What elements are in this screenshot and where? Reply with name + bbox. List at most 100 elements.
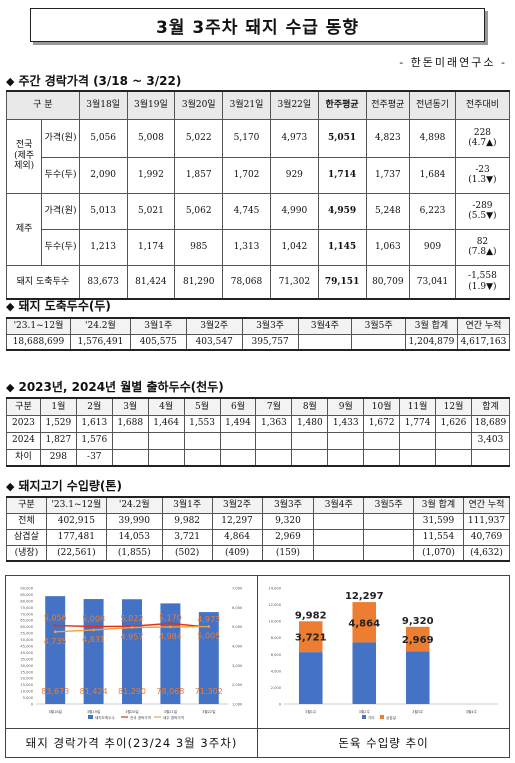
- x-tick-label: 3월22일: [202, 709, 215, 714]
- section-price-heading: ◆ 주간 경락가격 (3/18 ~ 3/22): [6, 72, 181, 89]
- row-group-label: 전국 (제주 제외): [5, 118, 43, 194]
- table-header: 7월: [255, 397, 293, 416]
- table-header: 6월: [219, 397, 257, 416]
- table-cell: [183, 448, 221, 467]
- jeju-price-label: 4,984: [159, 632, 182, 641]
- table-cell: 12,297: [211, 512, 263, 530]
- national-price-label: 4,973: [197, 615, 220, 624]
- table-cell: [363, 431, 401, 450]
- bar-value-label: 81,424: [80, 687, 108, 696]
- table-cell: 4,745: [222, 192, 271, 230]
- y-tick-label: 10,000: [268, 620, 281, 624]
- y-tick-label: 75,000: [20, 606, 33, 610]
- table-cell: [470, 448, 511, 467]
- monthly-table: 구분 1월 2월 3월 4월 5월 6월 7월 8월 9월 10월 11월 12…: [6, 397, 511, 467]
- table-cell: 81,424: [126, 264, 176, 300]
- bar-belly: [405, 626, 430, 652]
- table-cell: 5,248: [365, 192, 411, 230]
- table-cell: 4,864: [211, 528, 263, 546]
- table-row: 2023 1,529 1,613 1,688 1,464 1,553 1,494…: [6, 414, 511, 433]
- table-cell: [255, 431, 293, 450]
- change-percent: (4.7▲): [468, 138, 497, 148]
- table-header: 3월1주: [161, 496, 213, 514]
- table-cell: 83,673: [78, 264, 128, 300]
- table-cell: 5,021: [126, 192, 176, 230]
- national-price-label: 5,170: [159, 613, 182, 622]
- table-cell: 1,042: [269, 228, 319, 266]
- y-right-tick-label: 1,000: [232, 703, 243, 707]
- table-header: 5월: [183, 397, 221, 416]
- table-header: 3월4주: [313, 496, 365, 514]
- table-cell: 402,915: [45, 512, 107, 530]
- table-cell: 1,857: [174, 156, 224, 194]
- legend-label: 삼겹살: [386, 715, 397, 720]
- bar: [160, 603, 181, 704]
- table-cell: -23 (1.3▼): [454, 156, 511, 194]
- table-cell: 79,151: [317, 264, 367, 300]
- section-title: 2023년, 2024년 월별 출하두수(천두): [18, 380, 224, 394]
- table-cell: [219, 448, 257, 467]
- table-cell: 1,702: [222, 156, 271, 194]
- table-cell: 78,068: [222, 264, 271, 300]
- table-cell: -1,558 (1.9▼): [454, 264, 511, 300]
- table-header: 연간 누적: [456, 317, 511, 335]
- table-cell: 298: [39, 448, 77, 467]
- total-value-label: 9,320: [402, 616, 434, 627]
- row-sub-label: 두수(두): [41, 228, 80, 266]
- y-tick-label: 6,000: [271, 653, 282, 657]
- table-cell: [313, 528, 365, 546]
- table-cell: 1,553: [183, 414, 221, 433]
- table-header: 3월4주: [297, 317, 353, 335]
- table-header: 합계: [470, 397, 511, 416]
- jeju-price-line-point: [207, 625, 211, 628]
- bar-belly: [352, 602, 377, 643]
- table-cell: [313, 544, 365, 562]
- table-cell: 5,022: [174, 118, 224, 158]
- table-cell: 4,959: [317, 192, 367, 230]
- table-cell: 4,973: [269, 118, 319, 158]
- bar-other: [405, 651, 430, 704]
- y-tick-label: 5,000: [23, 696, 34, 700]
- legend-swatch: [362, 715, 366, 719]
- table-cell: [327, 431, 365, 450]
- jeju-price-label: 4,735: [44, 637, 67, 646]
- row-sub-label: 가격(원): [41, 118, 80, 158]
- legend-label: 기타: [368, 715, 375, 720]
- table-header: 3월21일: [222, 90, 271, 120]
- jeju-price-line-point: [92, 628, 95, 632]
- table-cell: (1,855): [105, 544, 163, 562]
- row-label: 돼지 도축두수: [6, 264, 80, 300]
- table-header: 4월: [147, 397, 185, 416]
- change-percent: (1.9▼): [468, 281, 497, 292]
- y-tick-label: 0: [279, 703, 282, 707]
- y-right-tick-label: 4,000: [232, 645, 243, 649]
- change-percent: (1.3▼): [468, 175, 497, 185]
- import-chart-caption: 돈육 수입량 추이: [258, 728, 509, 757]
- x-tick-label: 3월4주: [466, 709, 478, 714]
- table-header: 3월3주: [261, 496, 315, 514]
- table-header: 3월20일: [174, 90, 224, 120]
- x-tick-label: 3월3주: [412, 709, 424, 714]
- table-cell: 5,170: [222, 118, 271, 158]
- bar-belly: [298, 621, 323, 653]
- table-cell: [435, 448, 472, 467]
- table-cell: 80,709: [365, 264, 411, 300]
- table-cell: 1,313: [222, 228, 271, 266]
- table-cell: -289 (5.5▼): [454, 192, 511, 230]
- table-cell: [147, 448, 185, 467]
- bar-value-label: 83,673: [41, 687, 69, 696]
- table-cell: 5,056: [78, 118, 128, 158]
- table-cell: (502): [161, 544, 213, 562]
- table-cell: 4,990: [269, 192, 319, 230]
- change-value: 228: [473, 127, 492, 138]
- legend-label: 돼지도축두수: [95, 715, 116, 720]
- table-header: 3월3주: [241, 317, 299, 335]
- table-header: 구 분: [6, 90, 80, 120]
- y-tick-label: 35,000: [20, 657, 33, 661]
- table-cell: 1,827: [39, 431, 77, 450]
- table-cell: 1,576: [75, 431, 113, 450]
- table-cell: 18,688,699: [6, 333, 71, 351]
- table-cell: 1,174: [126, 228, 176, 266]
- table-cell: 909: [409, 228, 456, 266]
- table-cell: 1,480: [291, 414, 329, 433]
